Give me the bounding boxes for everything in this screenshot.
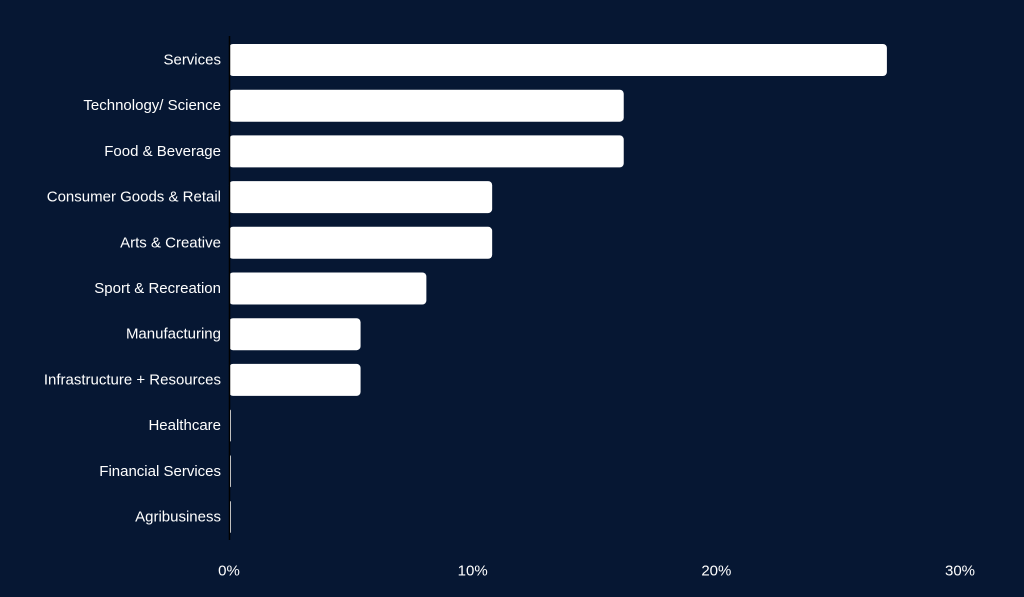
x-tick-label: 30% [945,563,975,580]
category-label: Agribusiness [135,509,221,526]
x-tick-labels-group: 0% 10% 20% 30% [218,563,975,580]
category-label: Manufacturing [126,326,221,343]
bars-group [229,44,887,533]
x-tick-label: 10% [458,563,488,580]
bar-1 [229,89,624,122]
category-label: Arts & Creative [120,234,221,251]
bar-7 [229,363,361,396]
bar-0 [229,44,887,76]
category-label: Technology/ Science [83,97,221,114]
x-tick-label: 20% [701,563,731,580]
bar-2 [229,135,624,168]
category-label: Sport & Recreation [94,280,221,297]
bar-5 [229,272,427,305]
x-tick-label: 0% [218,563,240,580]
bar-6 [229,318,361,351]
category-label: Food & Beverage [104,143,221,160]
category-label: Financial Services [99,463,221,480]
category-labels-group: Services Technology/ Science Food & Bevera… [44,52,221,526]
category-label: Services [163,52,221,69]
category-label: Infrastructure + Resources [44,371,221,388]
bar-3 [229,181,493,214]
category-label: Consumer Goods & Retail [47,189,221,206]
bar-4 [229,226,493,259]
category-label: Healthcare [148,417,221,434]
